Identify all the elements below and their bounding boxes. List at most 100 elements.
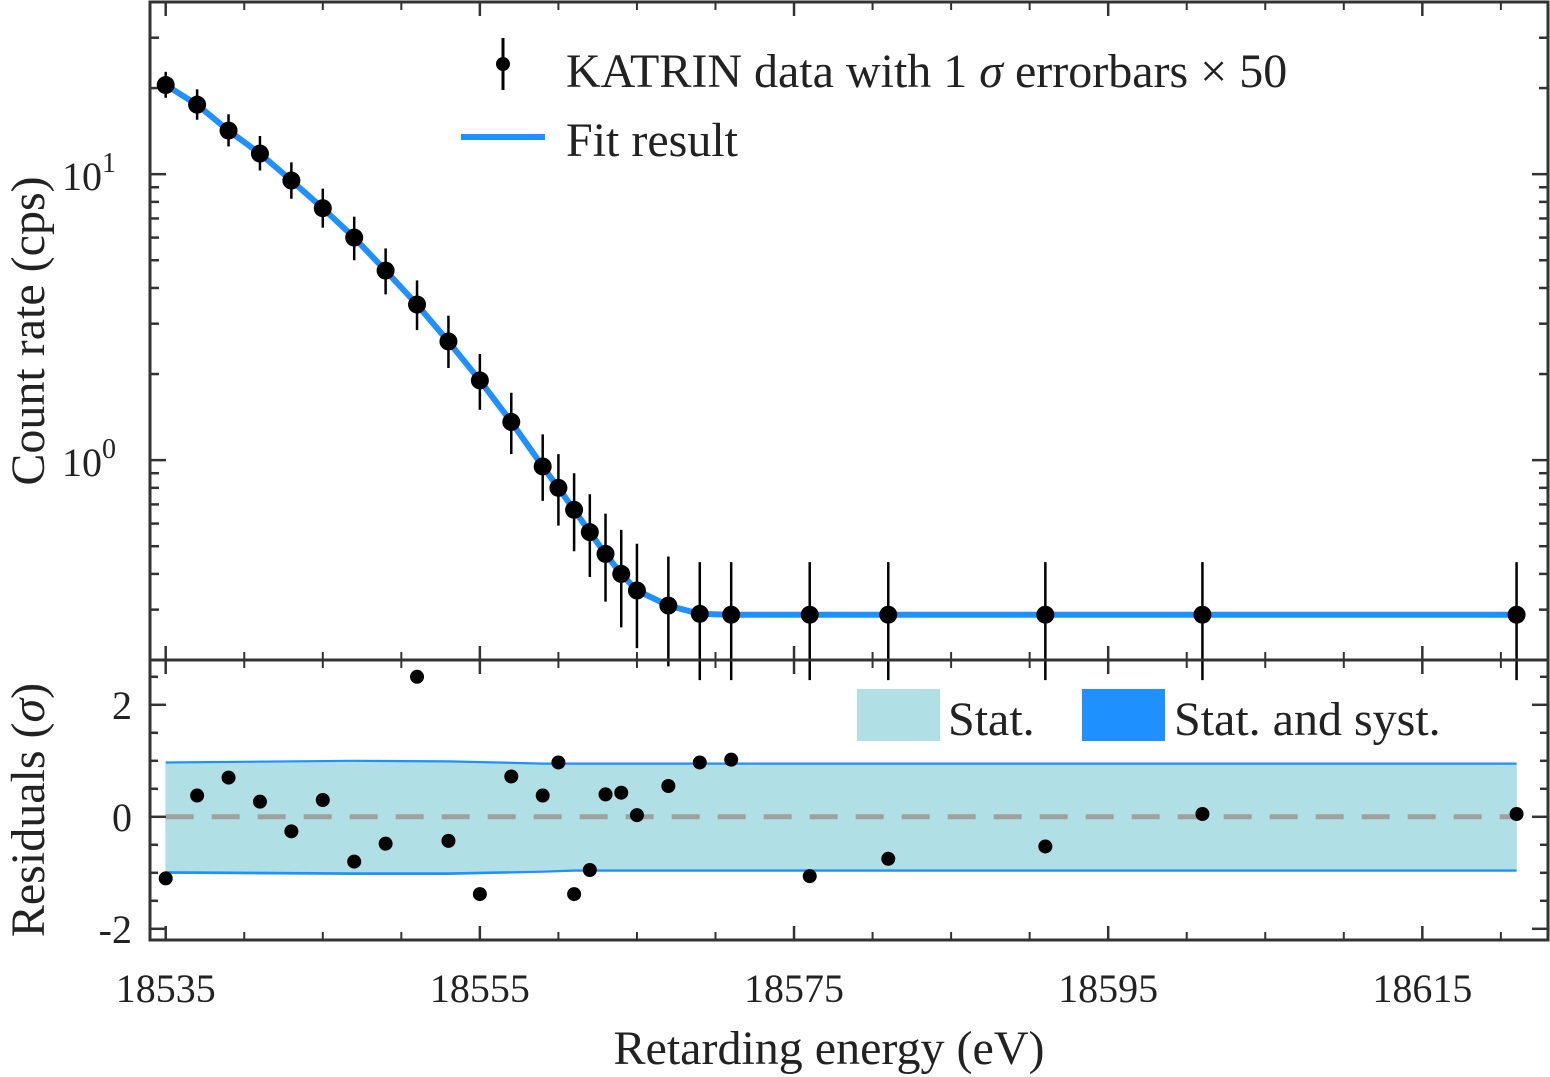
residual-point: [1509, 807, 1524, 821]
legend-data-label-main: KATRIN data with 1: [566, 45, 979, 98]
legend-data-label-sigma: σ: [979, 45, 1005, 98]
fit-result-line: [164, 82, 1517, 618]
legend-fit-label: Fit result: [566, 114, 739, 167]
data-point: [549, 478, 568, 497]
top-y-tick-label: 101: [62, 148, 116, 199]
tick-label-base: 10: [62, 154, 102, 199]
residuals-y-tick-labels: -2 0 2: [99, 683, 132, 952]
count-rate-y-axis-label: Count rate (cps): [2, 176, 55, 485]
tick-label-exponent: 0: [102, 434, 116, 465]
data-point: [376, 261, 395, 280]
residuals-y-axis-label: Residuals (σ): [2, 683, 55, 937]
residual-point: [190, 788, 205, 803]
legend-stat-label: Stat.: [948, 693, 1035, 746]
data-point: [722, 605, 741, 624]
legend-stat-and-syst-label: Stat. and syst.: [1174, 693, 1441, 746]
data-point: [612, 564, 631, 583]
data-point: [188, 95, 207, 114]
tick-label-exponent: 1: [102, 148, 116, 179]
data-point: [627, 581, 646, 600]
data-point: [345, 228, 364, 247]
residual-point: [661, 779, 676, 793]
residual-point: [724, 752, 739, 767]
legend-stat-swatch: [857, 689, 940, 741]
residual-point: [551, 755, 566, 770]
x-tick-label: 18615: [1372, 966, 1472, 1011]
residual-point: [629, 808, 644, 823]
data-point: [659, 596, 678, 615]
data-point: [156, 76, 175, 95]
legend-data-label-tail: errorbars × 50: [1003, 45, 1287, 98]
data-point: [580, 523, 599, 542]
data-point: [800, 605, 819, 624]
residuals-y-tick-label: 2: [112, 683, 132, 728]
residuals-y-label-tail: ): [2, 683, 55, 699]
legend-data-dot-marker: [496, 57, 510, 71]
data-point: [313, 199, 332, 218]
residuals-y-label-main: Residuals (: [2, 723, 55, 938]
data-point: [533, 457, 552, 476]
data-point: [1193, 605, 1212, 624]
data-point: [565, 500, 584, 519]
count-rate-legend: KATRIN data with 1 σ errorbars × 50 Fit …: [461, 38, 1287, 167]
residuals-legend: Stat. Stat. and syst.: [857, 689, 1441, 746]
residual-point: [535, 788, 550, 803]
data-point: [596, 544, 615, 563]
residual-point: [1195, 807, 1210, 821]
residual-point: [614, 785, 629, 800]
residual-point: [158, 871, 173, 886]
x-tick-labels: 18535 18555 18575 18595 18615: [116, 966, 1473, 1011]
x-tick-label: 18595: [1058, 966, 1158, 1011]
residual-point: [347, 854, 362, 869]
data-point: [879, 605, 898, 624]
residual-point: [284, 824, 299, 839]
residual-point: [1038, 839, 1053, 854]
residual-point: [378, 836, 393, 851]
data-point: [219, 121, 238, 140]
data-point: [250, 144, 269, 163]
residual-point: [802, 869, 817, 884]
count-rate-points: [156, 76, 1526, 624]
data-point: [439, 332, 458, 351]
residual-point: [410, 669, 425, 684]
residual-point: [472, 887, 487, 902]
data-point: [690, 604, 709, 623]
legend-data-label: KATRIN data with 1 σ errorbars × 50: [566, 45, 1287, 98]
residuals-frame: [148, 658, 1550, 942]
residual-point: [567, 887, 582, 902]
residual-point: [221, 770, 236, 785]
x-tick-label: 18535: [116, 966, 216, 1011]
count-rate-frame: [148, 0, 1550, 662]
residual-point: [692, 755, 707, 770]
residual-point: [582, 863, 597, 877]
residual-point: [315, 793, 330, 807]
residuals-y-tick-label: 0: [112, 795, 132, 840]
x-tick-label: 18575: [744, 966, 844, 1011]
x-tick-label: 18555: [430, 966, 530, 1011]
residual-point: [598, 787, 613, 802]
residuals-panel: -2 0 2 18535 18555 18575 18595 18615 Residuals…: [2, 658, 1550, 1075]
residual-point: [881, 851, 896, 866]
residual-points: [158, 669, 1524, 902]
x-axis-label: Retarding energy (eV): [614, 1022, 1045, 1075]
legend-stat-and-syst-swatch: [1082, 689, 1165, 741]
residual-point: [441, 833, 456, 848]
data-point: [408, 295, 427, 314]
tick-label-base: 10: [62, 440, 102, 485]
count-rate-errorbars: [164, 71, 1518, 681]
residuals-y-tick-label: -2: [99, 907, 132, 952]
data-point: [1507, 605, 1526, 624]
data-point: [470, 371, 489, 390]
data-point: [502, 412, 521, 431]
residuals-y-label-sigma: σ: [2, 697, 55, 723]
top-axis-ticks: [150, 0, 1548, 662]
residual-point: [252, 794, 267, 809]
data-point: [1036, 605, 1055, 624]
stat-band: [165, 761, 1517, 873]
residual-point: [504, 769, 519, 784]
data-point: [282, 171, 301, 190]
top-y-tick-label: 100: [62, 434, 116, 485]
